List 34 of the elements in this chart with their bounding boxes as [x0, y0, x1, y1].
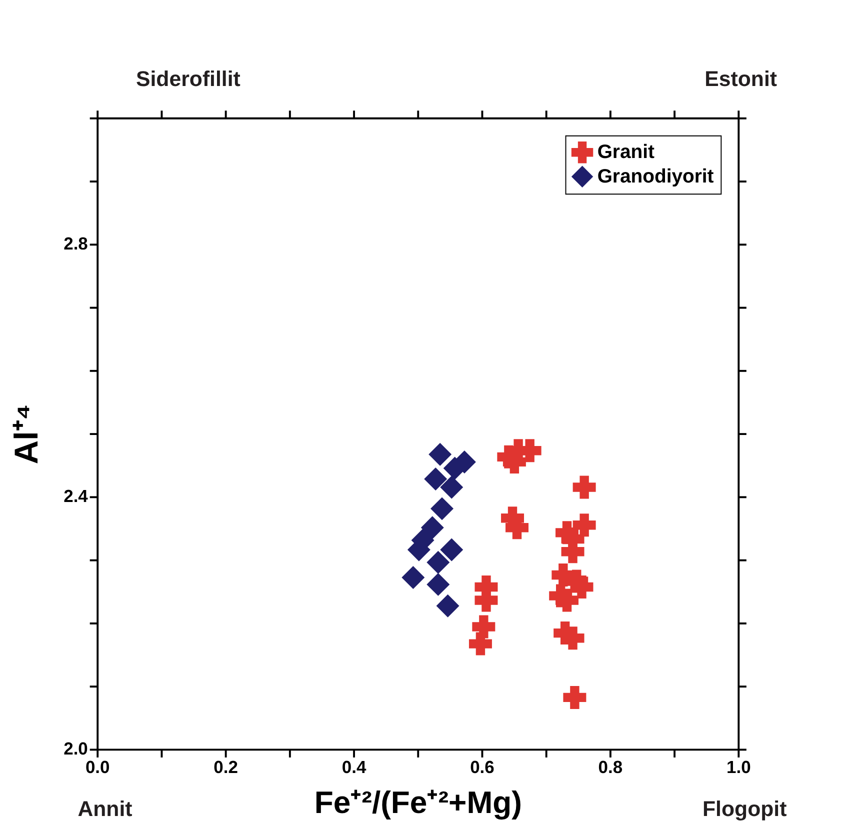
- text: Estonit: [704, 66, 778, 91]
- point: [563, 686, 586, 709]
- point: [556, 588, 578, 612]
- point: [426, 550, 450, 574]
- y-axis-title: Al⁺⁴: [7, 404, 44, 464]
- point: [436, 594, 460, 618]
- x-tick-label: 0.6: [470, 757, 495, 778]
- point: [428, 442, 452, 466]
- x-tick-label: 0.8: [598, 757, 623, 778]
- point: [468, 632, 492, 656]
- text: Siderofillit: [136, 66, 240, 91]
- point: [440, 476, 464, 499]
- point: [570, 575, 594, 598]
- point: [572, 476, 596, 499]
- point: [440, 538, 464, 562]
- legend-label: Granit: [597, 141, 656, 164]
- x-tick-label: 1.0: [726, 757, 751, 778]
- y-tick-label: 2.0: [64, 738, 88, 759]
- point: [402, 566, 425, 589]
- x-tick-label: 0.2: [214, 757, 238, 778]
- text: Flogopit: [702, 797, 787, 822]
- point: [430, 497, 454, 520]
- y-tick-label: 2.4: [64, 486, 88, 506]
- point: [424, 468, 448, 490]
- point: [572, 514, 596, 537]
- y-tick-label: 2.8: [64, 234, 88, 254]
- x-tick-label: 0.4: [342, 757, 366, 778]
- legend-label: Granodiyorit: [597, 165, 714, 188]
- point: [426, 572, 450, 596]
- point: [420, 516, 444, 540]
- x-tick-label: 0.0: [85, 757, 110, 778]
- text: Annit: [78, 797, 132, 822]
- point: [472, 615, 496, 638]
- x-axis-title: Fe⁺²/(Fe⁺²+Mg): [314, 784, 522, 820]
